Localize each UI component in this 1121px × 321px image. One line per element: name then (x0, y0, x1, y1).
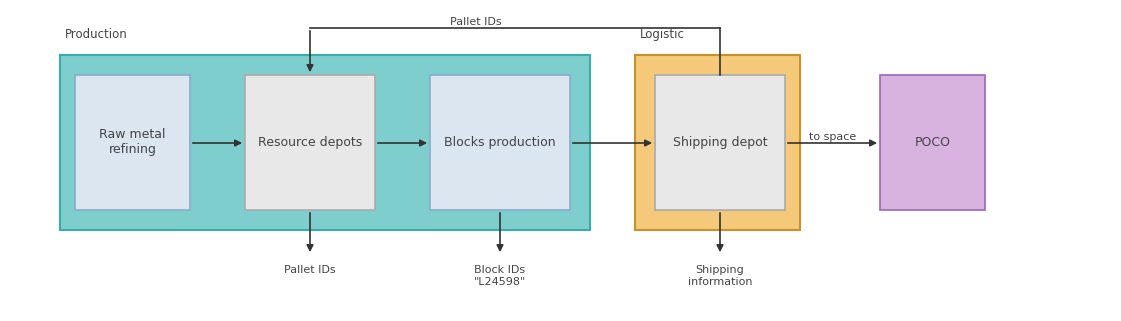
Bar (75, 75, 189, 210)
Text: Shipping
information: Shipping information (688, 265, 752, 287)
Text: Production: Production (65, 28, 128, 41)
Text: to space: to space (809, 132, 856, 142)
Text: Pallet IDs: Pallet IDs (285, 265, 336, 275)
Text: Logistic: Logistic (640, 28, 685, 41)
Bar (880, 75, 985, 210)
Text: Shipping depot: Shipping depot (673, 136, 767, 149)
Bar (61, 55, 590, 230)
Text: POCO: POCO (915, 136, 951, 149)
Text: Blocks production: Blocks production (444, 136, 556, 149)
Bar (655, 75, 785, 210)
Text: Block IDs
"L24598": Block IDs "L24598" (474, 265, 526, 287)
Bar (430, 75, 569, 210)
Bar (634, 55, 800, 230)
Bar (245, 75, 376, 210)
Text: Raw metal
refining: Raw metal refining (100, 128, 166, 157)
Text: Resource depots: Resource depots (258, 136, 362, 149)
Text: Pallet IDs: Pallet IDs (450, 17, 501, 27)
